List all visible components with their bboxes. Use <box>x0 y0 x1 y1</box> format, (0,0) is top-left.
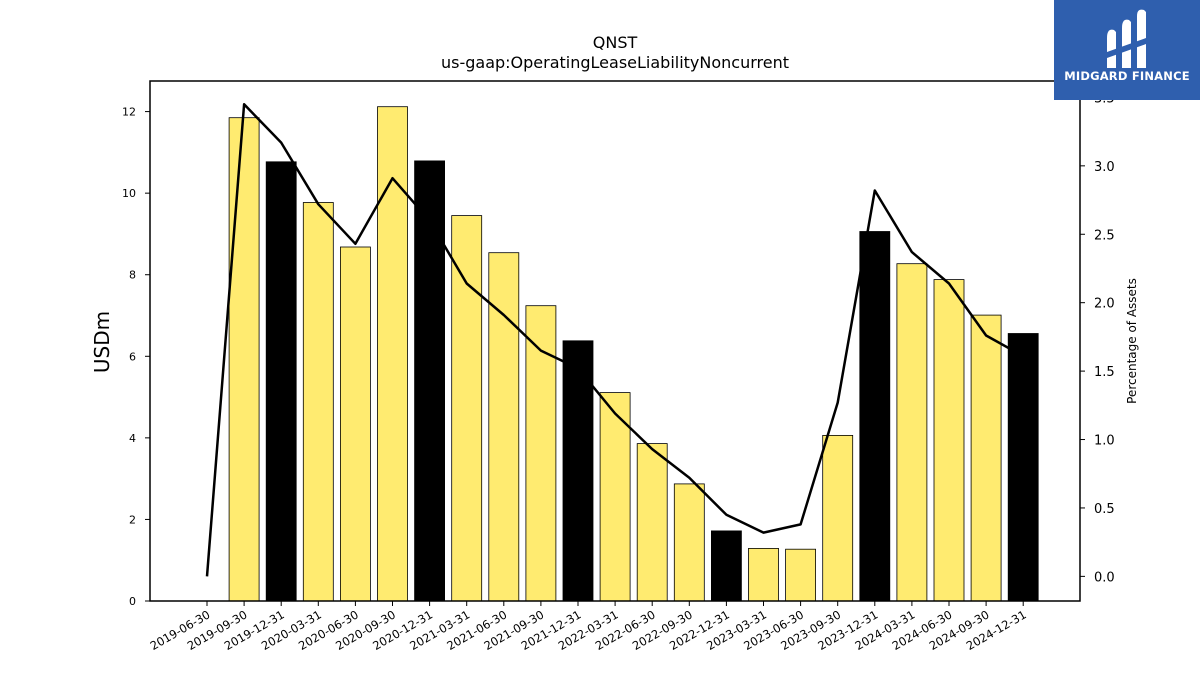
brand-logo: MIDGARD FINANCE <box>1054 0 1200 100</box>
left-tick-label: 8 <box>129 269 136 282</box>
left-tick-label: 4 <box>129 432 136 445</box>
left-tick-label: 12 <box>122 106 136 119</box>
bar-2023-09-30 <box>822 434 854 602</box>
left-tick-label: 0 <box>129 595 136 608</box>
left-tick-label: 10 <box>122 187 136 200</box>
right-tick-label: 1.0 <box>1094 434 1115 449</box>
bar-2021-03-31 <box>451 215 483 602</box>
y-axis-right-label: Percentage of Assets <box>1125 278 1139 404</box>
bar-2021-12-31 <box>562 340 594 602</box>
bar-2024-12-31 <box>1007 333 1039 602</box>
bar-2023-03-31 <box>748 548 779 602</box>
logo-text: MIDGARD FINANCE <box>1064 69 1190 83</box>
midgard-logo-icon <box>1107 9 1146 68</box>
chart-title: QNST <box>593 33 638 52</box>
right-axis: 0.00.51.01.52.02.53.03.5 <box>1080 91 1115 585</box>
chart-subtitle: us-gaap:OperatingLeaseLiabilityNoncurren… <box>441 53 789 72</box>
bar-2024-09-30 <box>970 314 1002 602</box>
y-axis-left-label: USDm <box>90 311 114 373</box>
bar-2024-06-30 <box>933 279 965 602</box>
bar-2023-12-31 <box>859 231 891 602</box>
bar-2020-09-30 <box>377 106 408 602</box>
bar-2024-03-31 <box>896 263 928 602</box>
bars-layer <box>228 106 1039 602</box>
left-tick-label: 6 <box>129 350 136 363</box>
bar-2022-12-31 <box>711 530 742 602</box>
bar-2020-03-31 <box>302 202 334 602</box>
bar-2021-06-30 <box>488 252 520 602</box>
right-tick-label: 0.0 <box>1094 570 1115 585</box>
right-tick-label: 1.5 <box>1094 365 1115 380</box>
bar-2023-06-30 <box>785 548 816 602</box>
bar-2022-06-30 <box>636 443 668 602</box>
right-tick-label: 3.0 <box>1094 160 1115 175</box>
bar-2019-09-30 <box>228 117 260 602</box>
right-tick-label: 0.5 <box>1094 502 1115 517</box>
bar-2020-06-30 <box>339 246 371 602</box>
bar-2022-03-31 <box>599 392 631 602</box>
line-layer <box>205 103 1024 577</box>
right-tick-label: 2.5 <box>1094 228 1115 243</box>
left-axis: 0 2 4 6 8 10 12 <box>122 106 150 608</box>
bar-2020-12-31 <box>414 160 446 602</box>
right-tick-label: 2.0 <box>1094 297 1115 312</box>
bar-2019-12-31 <box>265 161 297 602</box>
bar-2022-09-30 <box>673 483 705 602</box>
left-tick-label: 2 <box>129 513 136 526</box>
x-axis: 2019-06-302019-09-302019-12-312020-03-31… <box>148 601 1029 653</box>
